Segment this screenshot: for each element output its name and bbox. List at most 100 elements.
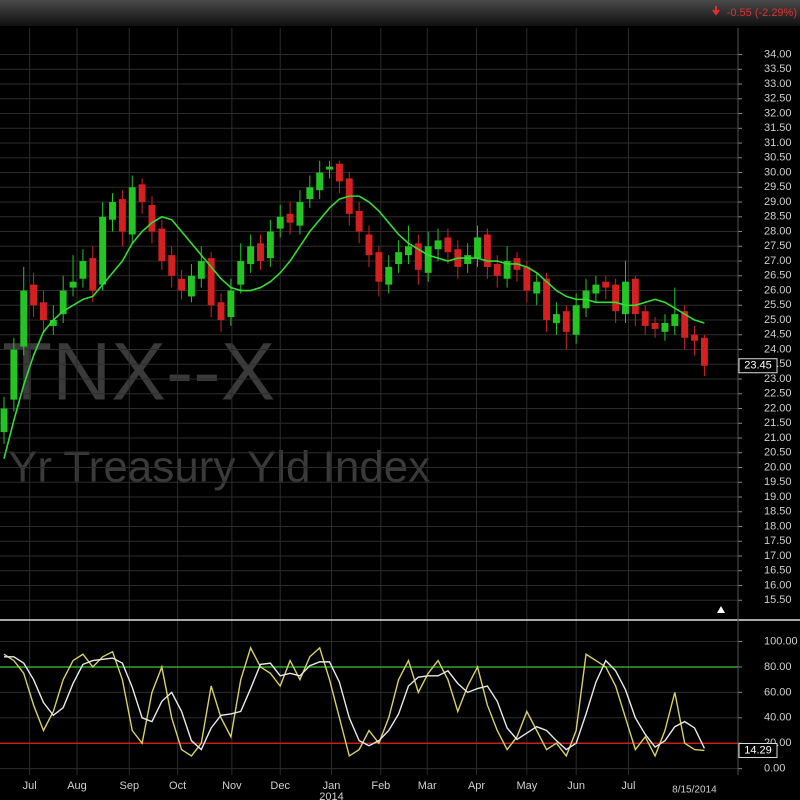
candle-body [59, 290, 67, 315]
price-box [738, 358, 778, 374]
candle-body [552, 314, 560, 323]
last-date: 8/15/2014 [672, 785, 717, 796]
candle-body [543, 278, 551, 321]
candle-body [49, 320, 57, 326]
x-tick-label: Jul [621, 780, 635, 792]
x-tick-label: Sep [119, 780, 139, 792]
candle-body [651, 322, 659, 329]
y-tick-label: 15.50 [764, 594, 792, 606]
candle-body [661, 322, 669, 332]
y-tick-label: 31.50 [764, 122, 792, 134]
y-tick-label: 16.50 [764, 565, 792, 577]
candle-body [474, 237, 481, 259]
y-tick-label: 32.50 [764, 93, 792, 105]
candle-body [592, 284, 600, 294]
candle-body [316, 172, 324, 191]
candle-body [612, 284, 620, 312]
x-tick-label: Aug [67, 780, 87, 792]
candle-body [158, 228, 166, 262]
candle-body [20, 290, 28, 347]
candle-body [247, 246, 255, 264]
candle-body [493, 263, 501, 276]
candle-body [257, 243, 264, 262]
candle-body [572, 305, 580, 335]
y-tick-label: 27.00 [764, 255, 792, 267]
x-tick-label: Apr [468, 780, 485, 792]
x-tick-label: Jul [23, 780, 37, 792]
candle-body [326, 166, 333, 170]
candle-body [79, 261, 87, 279]
y-tick-label: 40.00 [764, 712, 792, 724]
candle-body [335, 163, 343, 182]
candle-body [503, 261, 511, 279]
candle-body [89, 258, 97, 291]
candle-body [286, 213, 294, 223]
plot-layer: TNX--XYr Treasury Yld Index15.5016.0016.… [0, 28, 800, 800]
y-tick-label: 29.50 [764, 181, 792, 193]
down-arrow [712, 6, 720, 16]
y-tick-label: 30.50 [764, 152, 792, 164]
x-tick-label: Feb [371, 780, 390, 792]
x-tick-label: Oct [169, 780, 186, 792]
y-tick-label: 20.50 [764, 447, 792, 459]
y-tick-label: 25.00 [764, 314, 792, 326]
candle-body [237, 261, 245, 285]
candle-body [700, 337, 708, 366]
y-tick-label: 23.00 [764, 373, 792, 385]
candle-body [0, 408, 8, 433]
y-tick-label: 34.00 [764, 48, 792, 60]
last-value: 14.29 [744, 744, 772, 756]
value-box [738, 742, 778, 758]
y-tick-label: 20.00 [764, 461, 792, 473]
y-tick-label: 28.50 [764, 211, 792, 223]
last-price: 23.45 [744, 360, 772, 372]
candle-body [355, 210, 363, 232]
x-tick-label: Jun [567, 780, 585, 792]
candle-body [533, 281, 541, 294]
moving-average [3, 195, 705, 459]
candle-body [631, 278, 639, 315]
candle-body [118, 199, 126, 232]
watermark: TNX--X [2, 327, 275, 418]
candle-body [523, 266, 531, 291]
y-tick-label: 0.00 [764, 763, 785, 775]
y-tick-label: 19.50 [764, 476, 792, 488]
header-bar [0, 0, 800, 26]
candle-body [385, 266, 393, 285]
x-tick-label: Dec [270, 780, 290, 792]
y-tick-label: 16.00 [764, 579, 792, 591]
y-tick-label: 31.00 [764, 137, 792, 149]
candle-body [266, 231, 274, 259]
candle-body [227, 290, 235, 318]
stochastic-line [3, 646, 705, 758]
y-tick-label: 22.50 [764, 388, 792, 400]
y-tick-label: 25.50 [764, 299, 792, 311]
candle-body [365, 234, 373, 256]
change-label: -0.55 (-2.29%) [727, 7, 797, 19]
candle-body [691, 334, 698, 341]
x-tick-label: Jan [323, 780, 341, 792]
y-tick-label: 26.00 [764, 284, 792, 296]
y-tick-label: 24.50 [764, 329, 792, 341]
candle-body [671, 314, 679, 326]
candle-body [464, 255, 472, 264]
candle-body [40, 302, 47, 321]
y-tick-label: 22.00 [764, 402, 792, 414]
candle-body [602, 281, 610, 288]
y-tick-label: 21.50 [764, 417, 792, 429]
stochastic-line [4, 656, 706, 751]
candle-body [424, 246, 432, 273]
candle-body [99, 216, 107, 285]
candle-body [69, 281, 77, 288]
y-tick-label: 100.00 [764, 635, 798, 647]
y-tick-label: 19.00 [764, 491, 792, 503]
candle-body [30, 284, 38, 306]
y-tick-label: 26.50 [764, 270, 792, 282]
candle-body [414, 243, 422, 270]
x-tick-label: Mar [418, 780, 437, 792]
scroll-marker [717, 606, 725, 613]
x-tick-label: Nov [222, 780, 242, 792]
candle-body [217, 302, 225, 321]
